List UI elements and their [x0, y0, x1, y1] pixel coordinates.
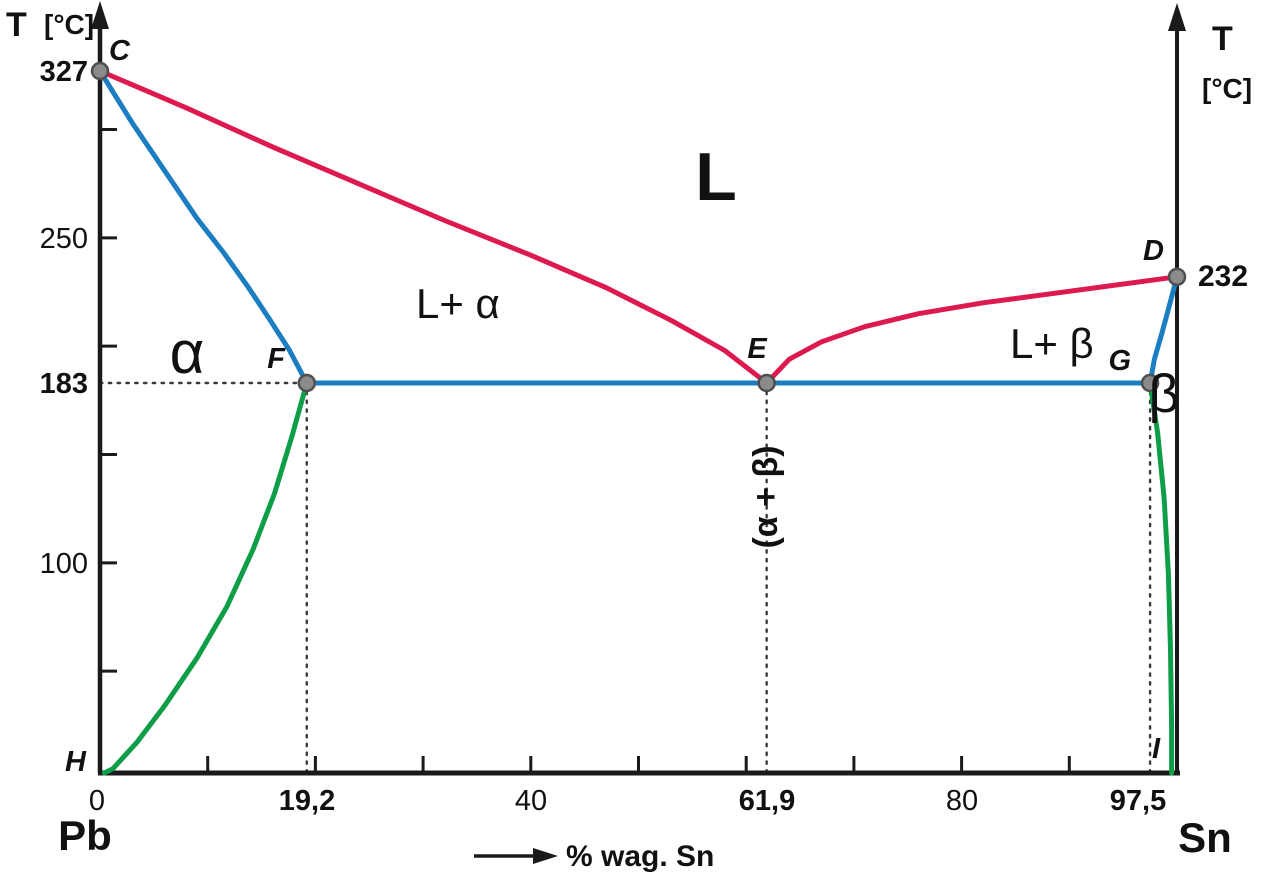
point-label-h: H [65, 746, 87, 778]
region-liquid-alpha: L+ α [416, 280, 500, 327]
region-beta: β [1148, 364, 1179, 424]
point-label-f: F [267, 343, 286, 375]
right-axis-unit: [°C] [1202, 73, 1252, 104]
x-label-97-5: 97,5 [1110, 785, 1166, 817]
y-label-327: 327 [40, 56, 88, 88]
left-axis-arrow-icon [91, 1, 109, 29]
point-label-d: D [1143, 235, 1164, 267]
phase-point-f [297, 373, 317, 393]
x-label-61-9: 61,9 [739, 785, 795, 817]
x-axis-title: % wag. Sn [566, 840, 714, 873]
y-label-250: 250 [40, 223, 88, 255]
curve-solidus-d-g [1147, 274, 1180, 386]
point-label-e: E [747, 333, 768, 365]
curve-liquidus-c-e [97, 68, 770, 386]
point-label-g: G [1108, 345, 1131, 377]
y-label-232: 232 [1198, 260, 1248, 293]
region-liquid: L [695, 139, 737, 215]
guide-lines [98, 381, 1152, 775]
point-label-c: C [109, 35, 131, 67]
right-axis-title: T [1212, 20, 1233, 58]
right-axis-arrow-icon [1168, 3, 1186, 31]
y-label-183: 183 [40, 368, 88, 400]
x-axis-arrow-icon [533, 848, 558, 864]
curve-solidus-c-f [97, 68, 310, 386]
curve-solvus-f-h [101, 380, 310, 776]
region-alpha: α [170, 319, 205, 386]
curve-liquidus-e-d [764, 274, 1180, 386]
phase-points [90, 61, 1187, 393]
labels: T [°C] T [°C] 327 250 183 100 232 0 19,2… [6, 6, 1252, 873]
endpoint-sn: Sn [1178, 814, 1232, 861]
phase-point-c [90, 61, 110, 81]
phase-point-g [1140, 373, 1160, 393]
endpoint-pb: Pb [58, 812, 112, 859]
axes [91, 1, 1186, 776]
phase-boundary-curves [97, 68, 1180, 776]
left-axis-unit: [°C] [44, 9, 94, 40]
phase-point-e [757, 373, 776, 393]
curve-solvus-g-i [1147, 380, 1175, 776]
axis-ticks [100, 127, 1071, 773]
x-axis-title-group: % wag. Sn [474, 840, 714, 873]
x-label-19-2: 19,2 [279, 785, 335, 817]
point-label-i: I [1152, 733, 1161, 765]
region-alpha-beta: (α + β) [747, 445, 785, 548]
x-label-0: 0 [89, 785, 105, 817]
region-liquid-beta: L+ β [1010, 320, 1094, 367]
x-label-40: 40 [515, 785, 547, 817]
left-axis-title: T [6, 6, 27, 44]
phase-point-d [1167, 267, 1187, 287]
x-label-80: 80 [946, 785, 978, 817]
y-label-100: 100 [40, 548, 88, 580]
